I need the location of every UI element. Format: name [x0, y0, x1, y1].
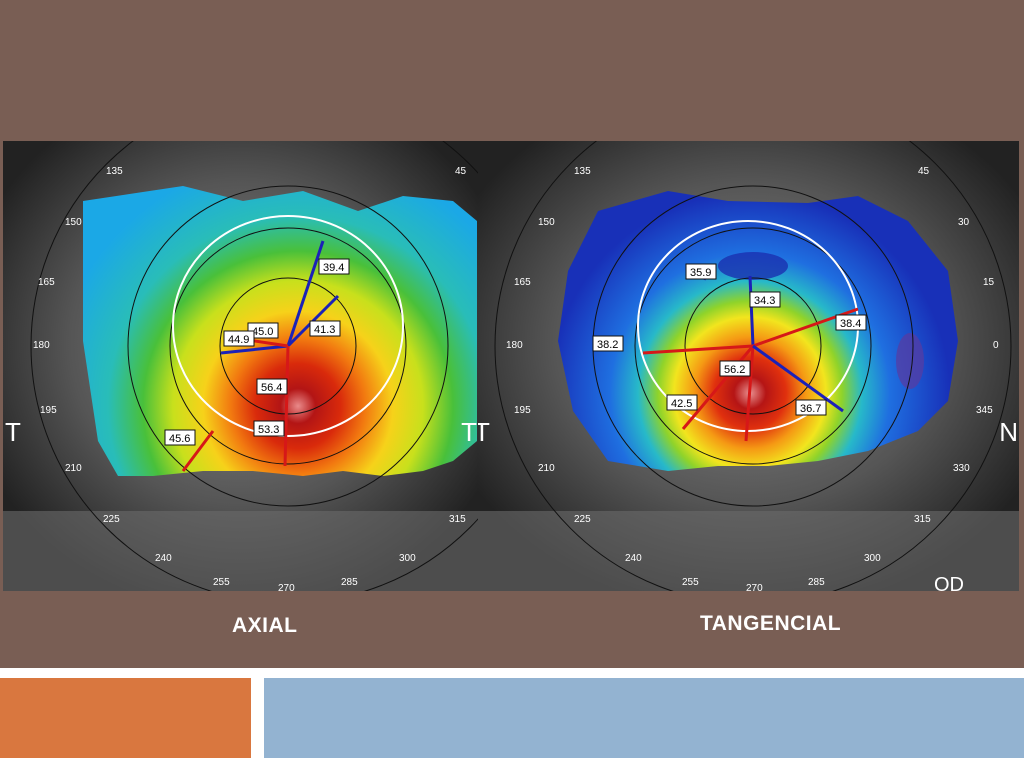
tangencial-side-label-right: N — [999, 417, 1018, 447]
tangencial-map: 135 45 150 30 165 15 180 0 195 345 210 3… — [478, 141, 1019, 591]
tangencial-eye-label: OD — [934, 574, 964, 591]
tangencial-degree-180: 180 — [506, 340, 523, 351]
axial-degree-240: 240 — [155, 553, 172, 564]
tangencial-degree-240: 240 — [625, 553, 642, 564]
svg-text:39.4: 39.4 — [323, 262, 344, 274]
tangencial-degree-270: 270 — [746, 583, 763, 591]
svg-text:34.3: 34.3 — [754, 295, 775, 307]
footer-bar-left — [0, 678, 251, 758]
axial-map-panel: 135 45 150 165 180 195 210 225 240 255 2… — [3, 141, 478, 591]
tangencial-degree-15: 15 — [983, 277, 995, 288]
axial-degree-270: 270 — [278, 583, 295, 591]
svg-text:42.5: 42.5 — [671, 398, 692, 410]
axial-reading-3: 41.3 — [309, 320, 341, 337]
tangencial-reading-2: 38.2 — [592, 335, 624, 352]
tangencial-reading-4: 56.2 — [719, 360, 751, 377]
axial-reading-5: 53.3 — [253, 420, 285, 437]
tangencial-reading-0: 35.9 — [685, 263, 717, 280]
tangencial-reading-3: 38.4 — [835, 314, 867, 331]
tangencial-degree-195: 195 — [514, 405, 531, 416]
svg-text:45.6: 45.6 — [169, 433, 190, 445]
axial-reading-1: 45.0 — [247, 322, 279, 339]
tangencial-degree-135: 135 — [574, 166, 591, 177]
axial-reading-0: 39.4 — [318, 258, 350, 275]
tangencial-caption: TANGENCIAL — [700, 612, 842, 635]
footer-bar-right — [264, 678, 1024, 758]
tangencial-map-panel: 135 45 150 30 165 15 180 0 195 345 210 3… — [478, 141, 1019, 591]
svg-text:44.9: 44.9 — [228, 334, 249, 346]
axial-degree-135: 135 — [106, 166, 123, 177]
axial-degree-300: 300 — [399, 553, 416, 564]
tangencial-degree-285: 285 — [808, 577, 825, 588]
svg-text:38.4: 38.4 — [840, 318, 861, 330]
tangencial-degree-300: 300 — [864, 553, 881, 564]
tangencial-degree-165: 165 — [514, 277, 531, 288]
axial-degree-165: 165 — [38, 277, 55, 288]
tangencial-degree-30: 30 — [958, 217, 970, 228]
tangencial-degree-0: 0 — [993, 340, 999, 351]
svg-text:38.2: 38.2 — [597, 339, 618, 351]
axial-degree-180: 180 — [33, 340, 50, 351]
svg-text:35.9: 35.9 — [690, 267, 711, 279]
tangencial-side-label-left: T — [478, 417, 490, 447]
tangencial-degree-150: 150 — [538, 217, 555, 228]
svg-text:56.4: 56.4 — [261, 382, 282, 394]
axial-side-label-right: T — [461, 417, 477, 447]
axial-reading-4: 56.4 — [256, 378, 288, 395]
tangencial-degree-315: 315 — [914, 514, 931, 525]
axial-reading-6: 45.6 — [164, 429, 196, 446]
tangencial-degree-345: 345 — [976, 405, 993, 416]
tangencial-reading-5: 42.5 — [666, 394, 698, 411]
axial-degree-195: 195 — [40, 405, 57, 416]
axial-degree-210: 210 — [65, 463, 82, 474]
tangencial-degree-255: 255 — [682, 577, 699, 588]
axial-degree-150: 150 — [65, 217, 82, 228]
svg-text:53.3: 53.3 — [258, 424, 279, 436]
tangencial-degree-210: 210 — [538, 463, 555, 474]
svg-text:45.0: 45.0 — [252, 326, 273, 338]
axial-degree-225: 225 — [103, 514, 120, 525]
axial-caption: AXIAL — [232, 614, 298, 637]
axial-degree-45: 45 — [455, 166, 467, 177]
tangencial-degree-225: 225 — [574, 514, 591, 525]
svg-text:56.2: 56.2 — [724, 364, 745, 376]
tangencial-degree-45: 45 — [918, 166, 930, 177]
axial-degree-315: 315 — [449, 514, 466, 525]
axial-map: 135 45 150 165 180 195 210 225 240 255 2… — [3, 141, 478, 591]
axial-degree-255: 255 — [213, 577, 230, 588]
svg-text:36.7: 36.7 — [800, 403, 821, 415]
tangencial-reading-6: 36.7 — [795, 399, 827, 416]
axial-degree-285: 285 — [341, 577, 358, 588]
axial-side-label-left: T — [5, 417, 21, 447]
svg-text:41.3: 41.3 — [314, 324, 335, 336]
axial-reading-2: 44.9 — [223, 330, 255, 347]
tangencial-reading-1: 34.3 — [749, 291, 781, 308]
tangencial-degree-330: 330 — [953, 463, 970, 474]
